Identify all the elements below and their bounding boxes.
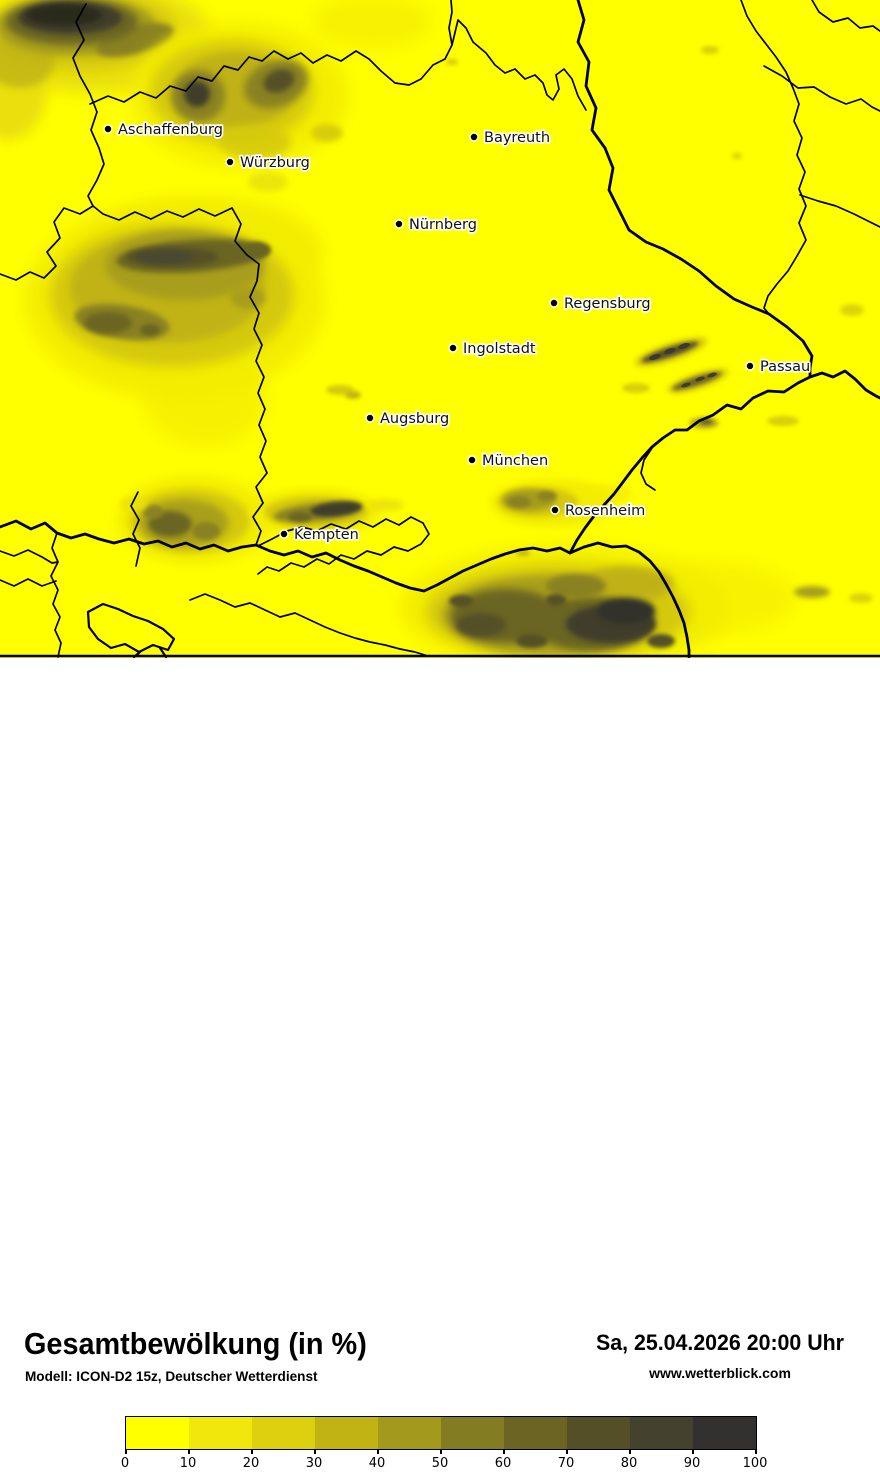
colorbar-tick-label: 90 <box>683 1456 701 1471</box>
colorbar-tickmark <box>377 1449 379 1454</box>
cloud-cover-colorbar <box>125 1416 757 1450</box>
colorbar-tick-label: 30 <box>305 1456 323 1471</box>
weather-map: Aschaffenburg Würzburg Bayreuth Nürnberg Reg… <box>0 0 880 658</box>
city-dot <box>225 157 235 167</box>
cloud-cover-layer <box>0 0 873 658</box>
colorbar-segment <box>693 1417 756 1449</box>
city-dot <box>549 298 559 308</box>
city-dot <box>550 505 560 515</box>
footer: Gesamtbewölkung (in %) Modell: ICON-D2 1… <box>0 658 880 1471</box>
datetime-block: Sa, 25.04.2026 20:00 Uhr www.wetterblick… <box>580 1330 860 1381</box>
border-topright-corner <box>811 0 880 32</box>
city-marker: Rosenheim <box>550 501 647 521</box>
colorbar-segment <box>189 1417 252 1449</box>
border-north <box>89 0 453 105</box>
city-marker: Nürnberg <box>394 215 479 235</box>
border-lake-constance <box>86 602 176 654</box>
colorbar-tick-label: 60 <box>494 1456 512 1471</box>
city-dot <box>469 132 479 142</box>
city-label: Passau <box>760 359 810 375</box>
city-marker: Aschaffenburg <box>103 120 225 140</box>
city-label: Kempten <box>294 527 359 543</box>
colorbar-tick-label: 20 <box>242 1456 260 1471</box>
website-url: www.wetterblick.com <box>649 1365 791 1381</box>
colorbar-tickmark <box>692 1449 694 1454</box>
colorbar-tick-label: 100 <box>742 1456 768 1471</box>
border-sw-meander <box>50 532 62 658</box>
colorbar-segment <box>315 1417 378 1449</box>
border-topright-diag <box>763 65 880 112</box>
border-nw-meander <box>0 3 105 281</box>
colorbar-segment <box>441 1417 504 1449</box>
colorbar-segment <box>567 1417 630 1449</box>
city-dot <box>394 219 404 229</box>
colorbar-tickmark <box>629 1449 631 1454</box>
border-wuerzburg-west <box>92 205 233 221</box>
city-marker: Ingolstadt <box>448 339 538 359</box>
border-inn <box>568 375 812 555</box>
city-marker: Augsburg <box>365 409 451 429</box>
city-label: Würzburg <box>240 155 310 171</box>
city-dot <box>279 529 289 539</box>
border-allgaeu-pocket <box>257 516 430 575</box>
border-sw-vertical <box>130 491 141 567</box>
colorbar-tick-label: 50 <box>431 1456 449 1471</box>
city-label: Nürnberg <box>409 217 477 233</box>
colorbar-tick-label: 10 <box>179 1456 197 1471</box>
border-czech-austria <box>740 0 807 315</box>
colorbar-tickmark <box>188 1449 190 1454</box>
weather-map-svg: Aschaffenburg Würzburg Bayreuth Nürnberg Reg… <box>0 0 880 658</box>
border-right-horizontal <box>799 194 880 228</box>
city-marker: Bayreuth <box>469 128 552 148</box>
city-label: Rosenheim <box>565 503 645 519</box>
colorbar-tickmark <box>251 1449 253 1454</box>
colorbar-segment <box>504 1417 567 1449</box>
city-dot <box>745 361 755 371</box>
border-sw-small-2 <box>0 549 59 564</box>
border-bw-bavaria <box>231 207 268 546</box>
colorbar-tickmark <box>566 1449 568 1454</box>
border-lines-layer <box>0 0 880 658</box>
city-marker: Regensburg <box>549 294 652 314</box>
city-label: Regensburg <box>564 296 651 312</box>
model-info: Modell: ICON-D2 15z, Deutscher Wetterdie… <box>25 1368 318 1384</box>
border-austria-inner <box>189 593 429 657</box>
city-dot <box>467 455 477 465</box>
colorbar-tick-label: 70 <box>557 1456 575 1471</box>
city-markers-layer: Aschaffenburg Würzburg Bayreuth Nürnberg Reg… <box>103 120 812 545</box>
colorbar-tickmark <box>503 1449 505 1454</box>
city-label: Bayreuth <box>484 130 550 146</box>
city-dot <box>103 124 113 134</box>
colorbar-tickmark <box>755 1449 757 1454</box>
colorbar-tick-label: 40 <box>368 1456 386 1471</box>
border-austria-south <box>0 519 691 658</box>
border-sw-small-1 <box>0 578 57 587</box>
colorbar-segment <box>252 1417 315 1449</box>
colorbar-segment <box>126 1417 189 1449</box>
colorbar-tick-label: 80 <box>620 1456 638 1471</box>
colorbar-tickmark <box>440 1449 442 1454</box>
city-label: Augsburg <box>380 411 449 427</box>
colorbar-segment <box>630 1417 693 1449</box>
city-dot <box>365 413 375 423</box>
city-dot <box>448 343 458 353</box>
border-czech <box>576 0 880 400</box>
city-marker: Würzburg <box>225 153 312 173</box>
colorbar-ticks: 0 10 20 30 40 50 60 70 80 90 100 <box>121 1448 767 1478</box>
colorbar-tick-label: 0 <box>120 1456 130 1471</box>
colorbar-tickmark <box>314 1449 316 1454</box>
border-north-east <box>451 19 587 111</box>
city-label: Ingolstadt <box>463 341 536 357</box>
page-title: Gesamtbewölkung (in %) <box>24 1326 367 1361</box>
forecast-datetime: Sa, 25.04.2026 20:00 Uhr <box>596 1330 844 1355</box>
colorbar-tickmark <box>125 1449 127 1454</box>
city-marker: München <box>467 451 550 471</box>
city-marker: Passau <box>745 357 812 377</box>
city-label: Aschaffenburg <box>118 122 223 138</box>
city-marker: Kempten <box>279 525 361 545</box>
city-label: München <box>482 453 548 469</box>
border-pocket-inn <box>640 447 656 491</box>
colorbar-segment <box>378 1417 441 1449</box>
